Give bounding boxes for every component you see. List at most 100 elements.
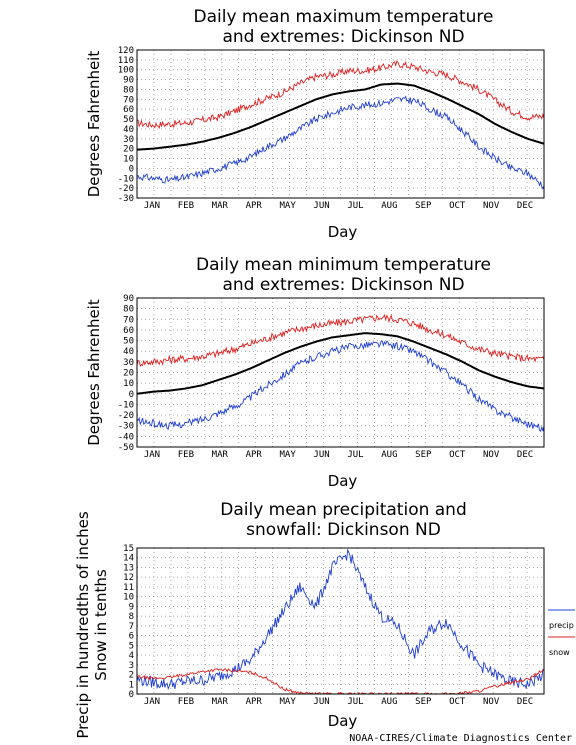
series-line-high_extreme [136,313,545,367]
legend-label: precip [549,621,574,630]
chart-title-line: and extremes: Dickinson ND [222,27,464,47]
y-tick-label: 70 [123,315,134,325]
x-tick-label: AUG [381,697,397,707]
y-tick-label: 6 [129,632,134,642]
y-tick-label: 50 [123,115,134,125]
series-line-mean [136,332,545,395]
y-tick-label: 11 [123,583,134,593]
x-tick-label: SEP [415,697,432,707]
y-tick-label: 40 [123,125,134,135]
y-tick-label: -50 [118,443,134,453]
x-tick-label: SEP [415,450,432,460]
chart-title-line: Daily mean precipitation and [220,500,467,520]
y-tick-label: 40 [123,347,134,357]
y-tick-label: 10 [123,379,134,389]
x-tick-label: JUN [313,450,329,460]
plot-frame [136,547,545,695]
x-tick-label: APR [246,450,263,460]
x-axis-label: Day [328,223,358,241]
y-tick-label: 60 [123,105,134,115]
y-tick-label: 90 [123,76,134,86]
series-line-low_extreme [136,340,545,433]
y-tick-label: 80 [123,305,134,315]
y-tick-label: 8 [129,612,134,622]
y-tick-label: 0 [129,390,134,400]
x-tick-label: MAR [212,201,229,211]
plot-frame [136,297,545,448]
x-tick-label: OCT [449,450,466,460]
y-tick-label: 3 [129,661,134,671]
x-tick-label: APR [246,201,263,211]
x-tick-label: JUL [347,697,363,707]
x-tick-label: MAR [212,697,229,707]
x-tick-label: MAY [279,450,296,460]
x-tick-label: NOV [483,450,500,460]
x-tick-label: MAY [279,201,296,211]
series-line-snow [136,668,545,695]
x-tick-label: FEB [178,697,194,707]
y-tick-label: 90 [123,294,134,304]
x-axis-label: Day [328,712,358,730]
y-tick-label: 20 [123,369,134,379]
y-tick-label: 100 [118,66,134,76]
series-line-precip [136,548,545,691]
x-tick-label: DEC [517,450,533,460]
y-tick-label: -30 [118,194,134,204]
y-tick-label: -10 [118,174,134,184]
x-tick-label: MAR [212,450,229,460]
y-tick-label: 10 [123,155,134,165]
y-tick-label: 110 [118,56,134,66]
y-tick-label: 15 [123,544,134,554]
x-axis-label: Day [328,472,358,490]
x-tick-label: OCT [449,697,466,707]
y-tick-label: 2 [129,671,134,681]
x-tick-label: MAY [279,697,296,707]
x-tick-label: FEB [178,450,194,460]
x-tick-label: FEB [178,201,194,211]
x-tick-label: SEP [415,201,432,211]
x-tick-label: JUL [347,201,363,211]
y-tick-label: 10 [123,593,134,603]
y-tick-label: 4 [129,651,134,661]
x-tick-label: AUG [381,201,397,211]
x-tick-label: NOV [483,697,500,707]
y-tick-label: 50 [123,337,134,347]
chart-title-line: Daily mean minimum temperature [196,255,491,275]
x-tick-label: JAN [144,201,160,211]
series-line-mean [136,82,545,151]
y-tick-label: 5 [129,641,134,651]
legend-label: snow [549,648,570,657]
x-tick-label: DEC [517,697,533,707]
y-tick-label: 30 [123,135,134,145]
series-line-low_extreme [136,95,545,190]
chart-title-line: Daily mean maximum temperature [194,7,494,27]
x-tick-label: JUN [313,201,329,211]
plot-frame [136,49,545,199]
y-tick-label: -40 [118,432,134,442]
x-tick-label: JAN [144,697,160,707]
x-tick-label: DEC [517,201,533,211]
y-tick-label: 20 [123,145,134,155]
x-tick-label: JUL [347,450,363,460]
y-tick-label: -30 [118,422,134,432]
x-tick-label: AUG [381,450,397,460]
x-tick-label: NOV [483,201,500,211]
y-axis-label: Degrees Fahrenheit [85,299,103,446]
x-tick-label: JAN [144,450,160,460]
y-tick-label: 80 [123,85,134,95]
y-tick-label: 1 [129,680,134,690]
y-tick-label: 7 [129,622,134,632]
y-tick-label: 60 [123,326,134,336]
y-tick-label: 120 [118,46,134,56]
y-tick-label: 0 [129,690,134,700]
y-tick-label: -20 [118,184,134,194]
x-tick-label: OCT [449,201,466,211]
y-tick-label: 70 [123,95,134,105]
y-tick-label: -10 [118,400,134,410]
chart-title-line: and extremes: Dickinson ND [222,275,464,295]
y-axis-label: Degrees Fahrenheit [85,51,103,198]
